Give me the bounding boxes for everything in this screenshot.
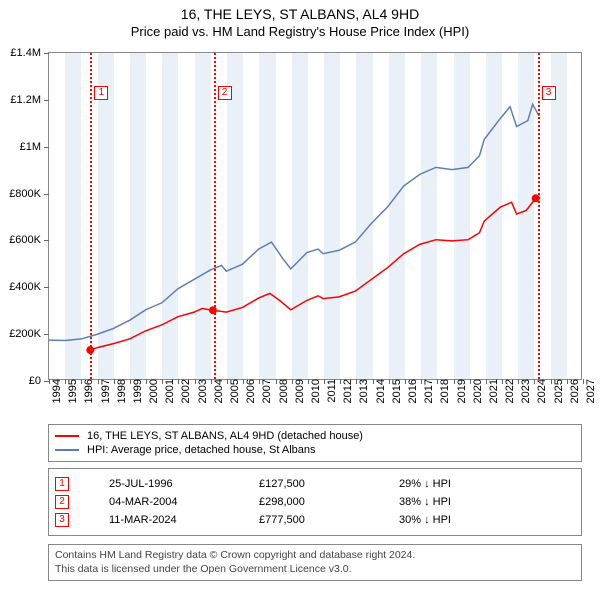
series-line-hpi (49, 104, 539, 340)
footer-line1: Contains HM Land Registry data © Crown c… (55, 549, 575, 563)
sales-table-row: 1 25-JUL-1996 £127,500 29% ↓ HPI (55, 475, 575, 493)
page-title-line1: 16, THE LEYS, ST ALBANS, AL4 9HD (0, 0, 600, 22)
x-tick-label: 2013 (352, 379, 370, 403)
series-line-price_paid (90, 198, 535, 350)
sale-index-box: 2 (55, 495, 69, 509)
sale-hpi-diff: 29% ↓ HPI (399, 478, 499, 490)
sale-price: £777,500 (259, 514, 359, 526)
footer-line2: This data is licensed under the Open Gov… (55, 563, 575, 577)
legend-swatch (55, 435, 79, 437)
y-tick-label: £600K (9, 234, 41, 246)
sale-marker-box: 2 (218, 86, 232, 100)
x-tick-label: 2024 (530, 379, 548, 403)
legend-row-price-paid: 16, THE LEYS, ST ALBANS, AL4 9HD (detach… (55, 429, 575, 443)
y-tick-label: £400K (9, 281, 41, 293)
x-tick-label: 2007 (255, 379, 273, 403)
legend-label: HPI: Average price, detached house, St A… (87, 444, 316, 456)
y-tick-label: £0 (29, 375, 41, 387)
sale-hpi-diff: 38% ↓ HPI (399, 496, 499, 508)
x-tick-label: 2002 (174, 379, 192, 403)
legend-row-hpi: HPI: Average price, detached house, St A… (55, 443, 575, 457)
sale-date: 25-JUL-1996 (109, 478, 219, 490)
sale-date: 04-MAR-2004 (109, 496, 219, 508)
sale-marker-line (90, 53, 92, 379)
chart-svg (49, 53, 581, 380)
sale-marker-box: 3 (542, 86, 556, 100)
legend-swatch (55, 449, 79, 451)
sales-table-row: 3 11-MAR-2024 £777,500 30% ↓ HPI (55, 511, 575, 529)
x-tick-label: 2014 (369, 379, 387, 403)
y-tick-label: £1M (20, 141, 41, 153)
x-tick-label: 2025 (547, 379, 565, 403)
x-tick-label: 2003 (191, 379, 209, 403)
sale-marker-box: 1 (94, 86, 108, 100)
y-tick-label: £1.4M (10, 47, 41, 59)
page-title-line2: Price paid vs. HM Land Registry's House … (0, 22, 600, 45)
sale-price: £127,500 (259, 478, 359, 490)
x-tick-label: 1997 (94, 379, 112, 403)
sale-price: £298,000 (259, 496, 359, 508)
x-tick-label: 2019 (450, 379, 468, 403)
y-tick-label: £200K (9, 328, 41, 340)
sale-hpi-diff: 30% ↓ HPI (399, 514, 499, 526)
y-tick-label: £800K (9, 188, 41, 200)
x-tick-label: 2027 (579, 379, 597, 403)
price-chart: £0£200K£400K£600K£800K£1M£1.2M£1.4M19941… (48, 52, 582, 380)
sales-table-row: 2 04-MAR-2004 £298,000 38% ↓ HPI (55, 493, 575, 511)
sale-date: 11-MAR-2024 (109, 514, 219, 526)
legend-label: 16, THE LEYS, ST ALBANS, AL4 9HD (detach… (87, 430, 363, 442)
chart-legend: 16, THE LEYS, ST ALBANS, AL4 9HD (detach… (48, 424, 582, 462)
sale-index-box: 1 (55, 477, 69, 491)
x-tick-label: 2018 (433, 379, 451, 403)
x-tick-label: 1996 (77, 379, 95, 403)
sale-marker-line (538, 53, 540, 379)
attribution-footer: Contains HM Land Registry data © Crown c… (48, 544, 582, 581)
sale-marker-line (214, 53, 216, 379)
y-tick-label: £1.2M (10, 94, 41, 106)
sale-index-box: 3 (55, 513, 69, 527)
x-tick-label: 2008 (272, 379, 290, 403)
sales-table: 1 25-JUL-1996 £127,500 29% ↓ HPI 2 04-MAR-200… (48, 468, 582, 536)
